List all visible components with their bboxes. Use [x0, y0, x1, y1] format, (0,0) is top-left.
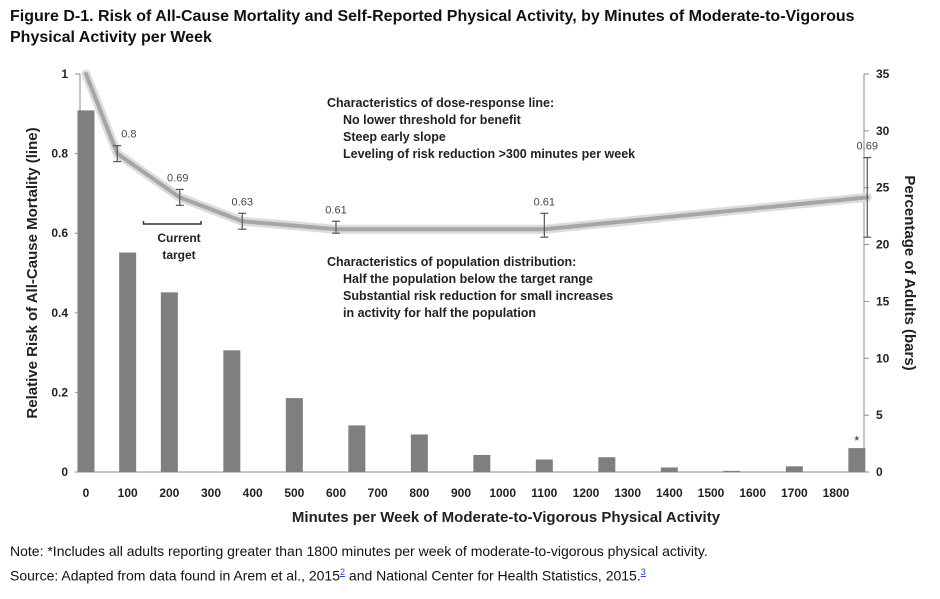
- x-tick-label: 0: [83, 486, 90, 500]
- reference-link-3[interactable]: 3: [640, 567, 646, 577]
- x-tick-label: 700: [368, 486, 388, 500]
- x-tick-label: 1500: [698, 486, 725, 500]
- x-tick-label: 1400: [656, 486, 683, 500]
- x-tick-label: 600: [326, 486, 346, 500]
- risk-value-label: 0.63: [232, 196, 253, 208]
- population-annotation-line: Half the population below the target ran…: [343, 272, 593, 286]
- current-target-bracket: [142, 221, 202, 225]
- right-tick-label: 0: [876, 465, 883, 479]
- dose-annotation-line: Steep early slope: [343, 130, 446, 144]
- right-tick-label: 5: [876, 408, 883, 422]
- population-annotation-line: Substantial risk reduction for small inc…: [343, 289, 613, 303]
- chart-title: Figure D-1. Risk of All-Cause Mortality …: [10, 8, 855, 46]
- left-tick-label: 0: [61, 465, 68, 479]
- right-tick-label: 25: [876, 181, 890, 195]
- left-tick-label: 0.2: [51, 385, 68, 399]
- source-text: Source: Adapted from data found in Arem …: [10, 562, 708, 587]
- note-text: Note: *Includes all adults reporting gre…: [10, 543, 708, 559]
- chart-annotations: Current target Characteristics of dose-res…: [142, 96, 635, 320]
- left-tick-label: 0.8: [51, 147, 68, 161]
- bar: [660, 467, 678, 472]
- x-tick-label: 1700: [781, 486, 808, 500]
- bar-series: *: [77, 110, 866, 472]
- reference-link-2[interactable]: 2: [340, 567, 346, 577]
- x-tick-label: 1000: [489, 486, 516, 500]
- source-prefix: Source: Adapted from data found in Arem …: [10, 567, 340, 584]
- left-tick-label: 1: [61, 67, 68, 81]
- left-tick-label: 0.4: [51, 306, 68, 320]
- dose-annotation-line: Leveling of risk reduction >300 minutes …: [343, 147, 635, 161]
- right-tick-label: 15: [876, 294, 890, 308]
- chart-note: Note: *Includes all adults reporting gre…: [10, 541, 708, 587]
- right-tick-label: 20: [876, 238, 890, 252]
- x-tick-label: 400: [243, 486, 263, 500]
- bar: [223, 350, 241, 472]
- x-tick-label: 1100: [531, 486, 557, 500]
- bar: [535, 459, 553, 472]
- risk-value-label: 0.69: [857, 141, 878, 153]
- x-tick-label: 1300: [614, 486, 641, 500]
- risk-value-label: 0.61: [534, 196, 555, 208]
- bar: [473, 454, 491, 472]
- bar: [77, 110, 95, 472]
- risk-line-series: 0.8 0.69 0.63 0.61 0.61 0.69: [81, 69, 878, 238]
- population-annotation-line: in activity for half the population: [343, 306, 536, 320]
- bar: [348, 425, 366, 472]
- bar: [598, 457, 616, 472]
- risk-value-label: 0.8: [121, 129, 136, 141]
- left-tick-label: 0.6: [51, 226, 68, 240]
- left-axis-title: Relative Risk of All-Cause Mortality (li…: [24, 127, 41, 418]
- x-tick-label: 200: [159, 486, 179, 500]
- right-axis-title: Percentage of Adults (bars): [901, 175, 918, 370]
- current-target-label-line2: target: [162, 248, 195, 262]
- bar: [285, 398, 303, 472]
- source-middle: and National Center for Health Statistic…: [345, 567, 641, 584]
- risk-value-label: 0.61: [325, 204, 346, 216]
- right-tick-label: 30: [876, 124, 890, 138]
- x-tick-label: 1800: [823, 486, 850, 500]
- population-annotation-heading: Characteristics of population distributi…: [327, 255, 576, 269]
- x-tick-label: 100: [118, 486, 138, 500]
- bar: [160, 292, 178, 472]
- bar: [785, 466, 803, 472]
- x-tick-label: 300: [201, 486, 221, 500]
- risk-value-label: 0.69: [167, 172, 188, 184]
- x-tick-label: 800: [409, 486, 429, 500]
- right-tick-label: 35: [876, 67, 890, 81]
- x-axis-title: Minutes per Week of Moderate-to-Vigorous…: [292, 509, 721, 526]
- dose-annotation-line: No lower threshold for benefit: [343, 113, 522, 127]
- dose-annotation-heading: Characteristics of dose-response line:: [327, 96, 554, 110]
- bar: [848, 448, 866, 472]
- x-tick-label: 1200: [573, 486, 600, 500]
- x-tick-label: 900: [451, 486, 471, 500]
- bar: [410, 434, 428, 472]
- bar: [119, 252, 137, 472]
- bar-asterisk: *: [854, 433, 859, 448]
- x-tick-label: 500: [284, 486, 304, 500]
- x-tick-label: 1600: [739, 486, 766, 500]
- bar: [723, 470, 741, 472]
- current-target-label-line1: Current: [157, 231, 200, 245]
- right-tick-label: 10: [876, 351, 890, 365]
